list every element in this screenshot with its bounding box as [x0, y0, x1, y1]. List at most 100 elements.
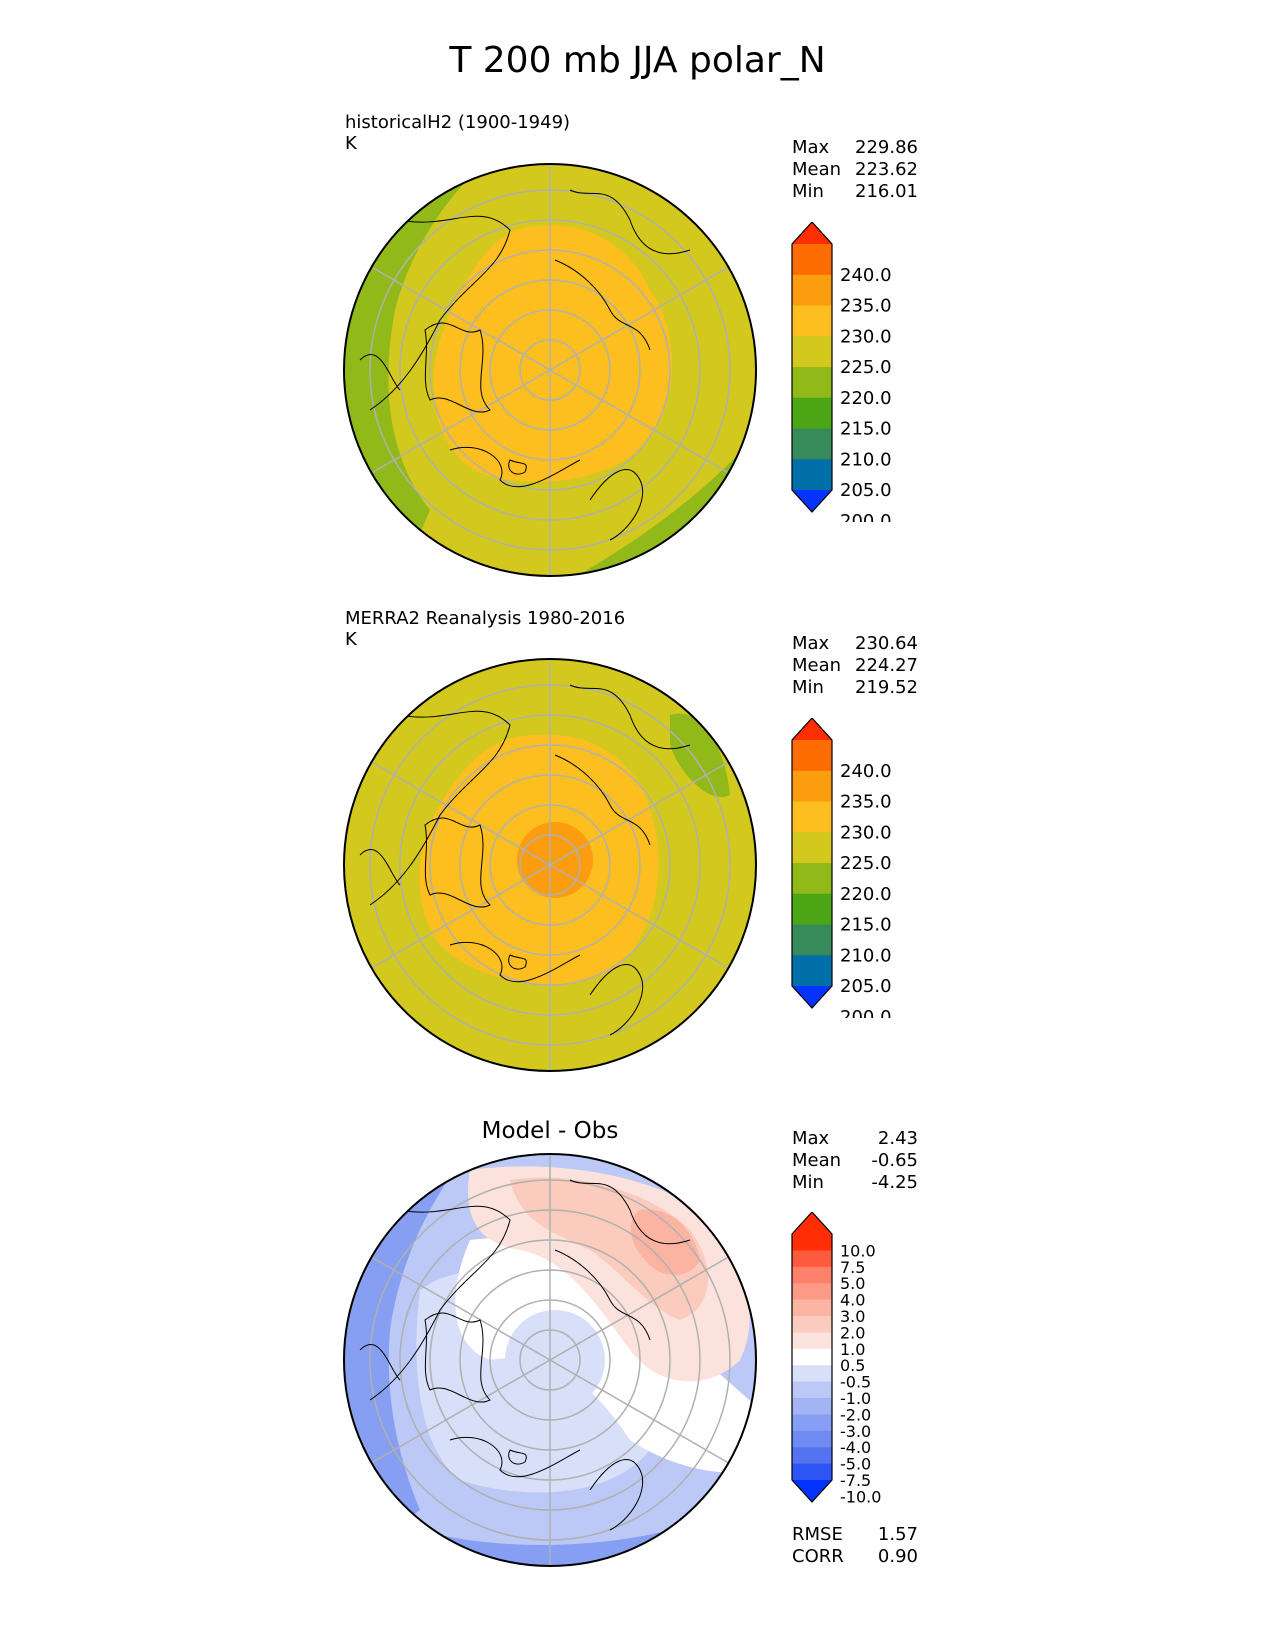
- colorbar-tick-label: 4.0: [840, 1291, 865, 1310]
- coastlines: [359, 1179, 691, 1531]
- colorbar-tick-label: 205.0: [840, 976, 892, 997]
- panel-2-dataset-label: MERRA2 Reanalysis 1980-2016: [345, 608, 626, 629]
- colorbar-level: [792, 305, 832, 337]
- stat-value: 229.86: [855, 137, 918, 158]
- colorbar-tick-label: -5.0: [840, 1455, 871, 1474]
- colorbar-extend-min: [792, 1480, 832, 1502]
- stat-max: Max 2.43: [792, 1128, 918, 1150]
- stat-value: -0.65: [871, 1150, 918, 1171]
- stat-min: Min -4.25: [792, 1172, 918, 1194]
- panel-1-stats: Max 229.86 Mean 223.62 Min 216.01: [792, 137, 918, 203]
- colorbar-tick-label: 210.0: [840, 945, 892, 966]
- panel-1-colorbar: 240.0 235.0 230.0 225.0 220.0 215.0 210.0 205.0…: [791, 222, 892, 522]
- colorbar-level: [792, 955, 832, 987]
- colorbar-level: [792, 397, 832, 429]
- colorbar-tick-label: -2.0: [840, 1405, 871, 1424]
- stat-value: -4.25: [871, 1172, 918, 1193]
- stat-value: 230.64: [855, 633, 918, 654]
- stat-label: Max: [792, 137, 830, 158]
- stat-max: Max 230.64: [792, 633, 918, 655]
- panel-1-dataset-label: historicalH2 (1900-1949): [345, 112, 571, 133]
- panel-3-polar-map: [343, 1153, 757, 1567]
- field-fill-220-patch: [670, 713, 730, 797]
- colorbar-tick-label: 1.0: [840, 1340, 865, 1359]
- metric-value: 1.57: [877, 1524, 918, 1545]
- panel-2-label: MERRA2 Reanalysis 1980-2016 K: [345, 608, 625, 650]
- colorbar-tick-label: 235.0: [840, 296, 892, 317]
- map-boundary-circle: [343, 1153, 757, 1567]
- coastlines: [359, 189, 691, 541]
- panel-3-metrics: RMSE 1.57 CORR 0.90: [792, 1524, 918, 1568]
- colorbar-tick-label: 5.0: [840, 1274, 865, 1293]
- colorbar-tick-label: 2.0: [840, 1323, 865, 1342]
- graticule: [367, 659, 733, 1071]
- panel-1-polar-map: [343, 163, 757, 577]
- colorbar-level: [792, 770, 832, 802]
- metric-label: RMSE: [792, 1524, 843, 1545]
- stat-label: Max: [792, 1128, 830, 1149]
- map-boundary-circle: [343, 658, 757, 1072]
- colorbar-tick-label: -0.5: [840, 1373, 871, 1392]
- stat-label: Mean: [792, 1150, 842, 1171]
- stat-mean: Mean 224.27: [792, 655, 918, 677]
- colorbar-tick-label: -7.5: [840, 1471, 871, 1490]
- colorbar-tick-label: 0.5: [840, 1356, 865, 1375]
- panel-2-stats: Max 230.64 Mean 224.27 Min 219.52: [792, 633, 918, 699]
- metric-label: CORR: [792, 1546, 844, 1567]
- colorbar-level: [792, 801, 832, 833]
- panel-1-units-label: K: [345, 133, 357, 154]
- colorbar-level: [792, 459, 832, 491]
- colorbar-tick-label: 200.0: [840, 511, 892, 522]
- colorbar-tick-label: 230.0: [840, 326, 892, 347]
- colorbar-level: [792, 1398, 832, 1415]
- diff-fill-warm-3: [630, 1209, 700, 1275]
- panel-3-stats: Max 2.43 Mean -0.65 Min -4.25: [792, 1128, 918, 1194]
- metric-corr: CORR 0.90: [792, 1546, 918, 1568]
- stat-max: Max 229.86: [792, 137, 918, 159]
- colorbar-extend-max: [792, 718, 832, 740]
- colorbar-tick-label: 215.0: [840, 915, 892, 936]
- colorbar-tick-label: 220.0: [840, 388, 892, 409]
- colorbar-level: [792, 893, 832, 925]
- colorbar-outline: [791, 222, 833, 513]
- colorbar-tick-label: -1.0: [840, 1389, 871, 1408]
- metric-rmse: RMSE 1.57: [792, 1524, 918, 1546]
- panel-1-label: historicalH2 (1900-1949) K: [345, 112, 570, 154]
- colorbar-tick-label: 230.0: [840, 822, 892, 843]
- stat-label: Min: [792, 181, 824, 202]
- stat-mean: Mean 223.62: [792, 159, 918, 181]
- colorbar-tick-label: 225.0: [840, 357, 892, 378]
- colorbar-level: [792, 1365, 832, 1383]
- diff-fill-pole-negative: [505, 1310, 605, 1410]
- stat-min: Min 216.01: [792, 181, 918, 203]
- panel-2-colorbar: 240.0 235.0 230.0 225.0 220.0 215.0 210.0 205.0…: [791, 718, 892, 1018]
- colorbar-outline: [791, 1212, 833, 1503]
- colorbar-tick-label: 235.0: [840, 792, 892, 813]
- stat-value: 216.01: [855, 181, 918, 202]
- colorbar-level: [792, 1266, 832, 1284]
- graticule: [367, 164, 733, 576]
- colorbar-tick-label: -3.0: [840, 1422, 871, 1441]
- colorbar-level: [792, 740, 832, 772]
- colorbar-tick-label: 205.0: [840, 480, 892, 501]
- colorbar-level: [792, 1316, 832, 1333]
- figure-title: T 200 mb JJA polar_N: [449, 40, 826, 81]
- stat-value: 219.52: [855, 677, 918, 698]
- colorbar-tick-label: 210.0: [840, 449, 892, 470]
- colorbar-tick-label: 240.0: [840, 761, 892, 782]
- panel-2-units-label: K: [345, 629, 357, 650]
- graticule: [367, 1154, 733, 1566]
- stat-label: Min: [792, 677, 824, 698]
- colorbar-level: [792, 832, 832, 864]
- colorbar-tick-label: 10.0: [840, 1241, 876, 1260]
- metric-value: 0.90: [877, 1546, 918, 1567]
- stat-value: 223.62: [855, 159, 918, 180]
- panel-3-title: Model - Obs: [481, 1118, 619, 1144]
- colorbar-tick-label: 7.5: [840, 1258, 865, 1277]
- colorbar-tick-label: -10.0: [840, 1487, 881, 1506]
- colorbar-extend-min: [792, 490, 832, 512]
- colorbar-level: [792, 1250, 832, 1268]
- colorbar-extend-max: [792, 1212, 832, 1234]
- colorbar-level: [792, 1381, 832, 1399]
- colorbar-level: [792, 367, 832, 399]
